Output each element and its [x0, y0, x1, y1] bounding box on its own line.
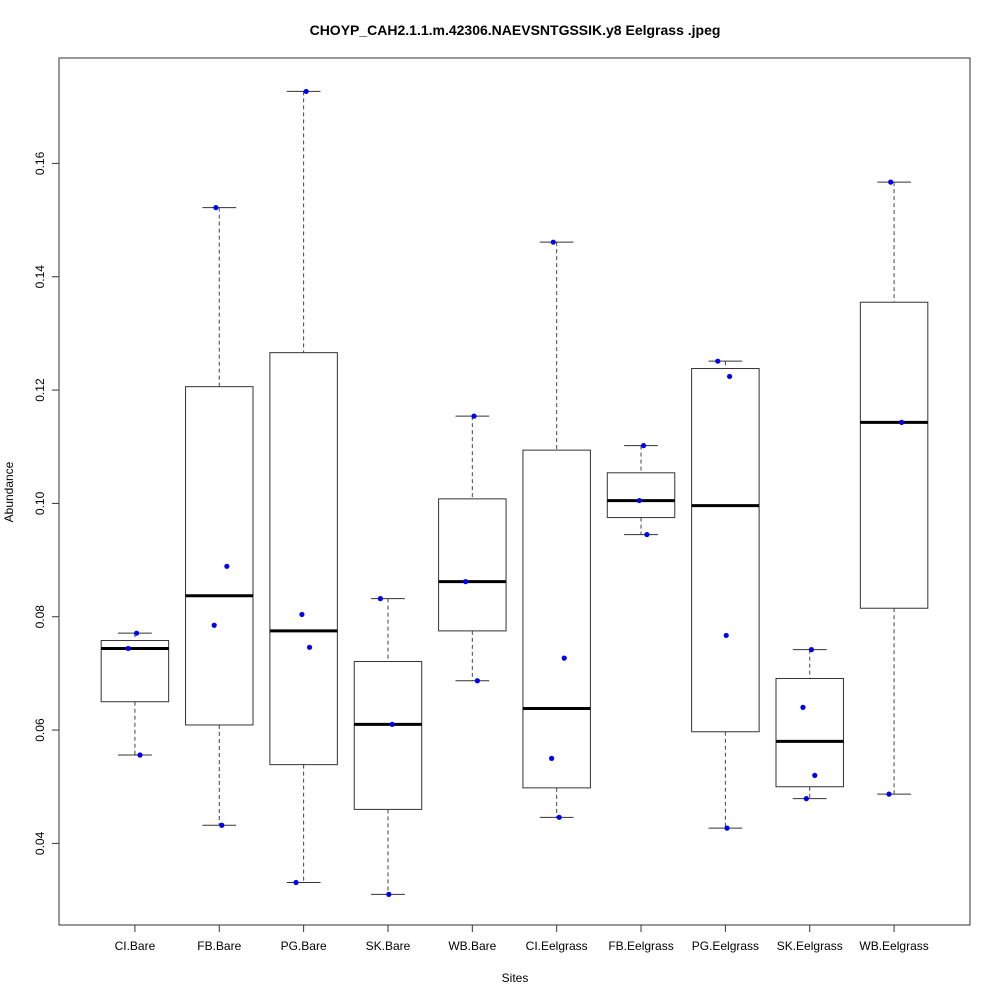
y-tick-label: 0.12: [33, 378, 47, 402]
x-tick-label: FB.Eelgrass: [608, 939, 673, 953]
y-tick-label: 0.06: [33, 718, 47, 742]
data-point: [134, 630, 140, 636]
data-point: [306, 644, 313, 650]
box-iqr: [353, 661, 423, 810]
data-point: [137, 752, 143, 758]
x-tick-label: WB.Bare: [448, 939, 496, 953]
y-axis-label: Abundance: [2, 461, 16, 522]
box-iqr: [775, 678, 844, 788]
x-tick-label: PG.Eelgrass: [692, 939, 759, 953]
y-tick-label: 0.10: [33, 491, 47, 515]
data-point: [219, 822, 225, 828]
box-iqr: [522, 449, 591, 789]
x-tick-label: CI.Eelgrass: [526, 939, 588, 953]
box-iqr: [859, 301, 929, 609]
data-point: [800, 704, 806, 711]
data-point: [550, 239, 556, 245]
data-point: [886, 791, 892, 797]
data-point: [211, 622, 217, 628]
y-tick-label: 0.14: [33, 265, 47, 289]
data-point: [640, 443, 647, 449]
data-point: [125, 645, 131, 652]
data-point: [812, 772, 818, 779]
data-point: [644, 531, 650, 538]
data-point: [726, 373, 733, 380]
x-axis-label: Sites: [502, 971, 529, 985]
data-point: [462, 579, 469, 585]
x-tick-label: CI.Bare: [115, 939, 156, 953]
data-point: [303, 88, 309, 95]
y-tick-label: 0.04: [33, 831, 47, 855]
data-point: [556, 814, 562, 820]
x-tick-label: FB.Bare: [197, 939, 241, 953]
data-point: [561, 655, 567, 661]
data-point: [471, 413, 477, 419]
data-point: [474, 678, 480, 684]
box-iqr: [691, 368, 760, 733]
data-point: [715, 358, 721, 364]
y-tick-label: 0.16: [33, 151, 47, 175]
data-point: [723, 632, 729, 639]
data-point: [724, 825, 730, 831]
x-tick-label: PG.Bare: [281, 939, 327, 953]
data-point: [377, 596, 383, 602]
x-tick-label: WB.Eelgrass: [859, 939, 928, 953]
chart-title: CHOYP_CAH2.1.1.m.42306.NAEVSNTGSSIK.y8 E…: [310, 22, 721, 38]
box-iqr: [269, 352, 338, 766]
box-iqr: [438, 498, 507, 632]
data-point: [549, 755, 555, 762]
y-tick-label: 0.08: [33, 605, 47, 629]
box-iqr: [185, 386, 254, 726]
data-point: [293, 879, 299, 886]
data-point: [389, 721, 395, 728]
data-point: [386, 891, 392, 898]
box-iqr: [100, 640, 170, 703]
data-point: [636, 497, 642, 504]
x-tick-label: SK.Bare: [366, 939, 411, 953]
data-point: [299, 611, 305, 618]
data-point: [808, 647, 815, 653]
x-tick-label: SK.Eelgrass: [777, 939, 843, 953]
data-point: [213, 205, 219, 211]
box-iqr: [606, 472, 676, 519]
data-point: [888, 179, 894, 185]
data-point: [899, 419, 905, 425]
data-point: [224, 563, 230, 569]
data-point: [803, 796, 809, 802]
